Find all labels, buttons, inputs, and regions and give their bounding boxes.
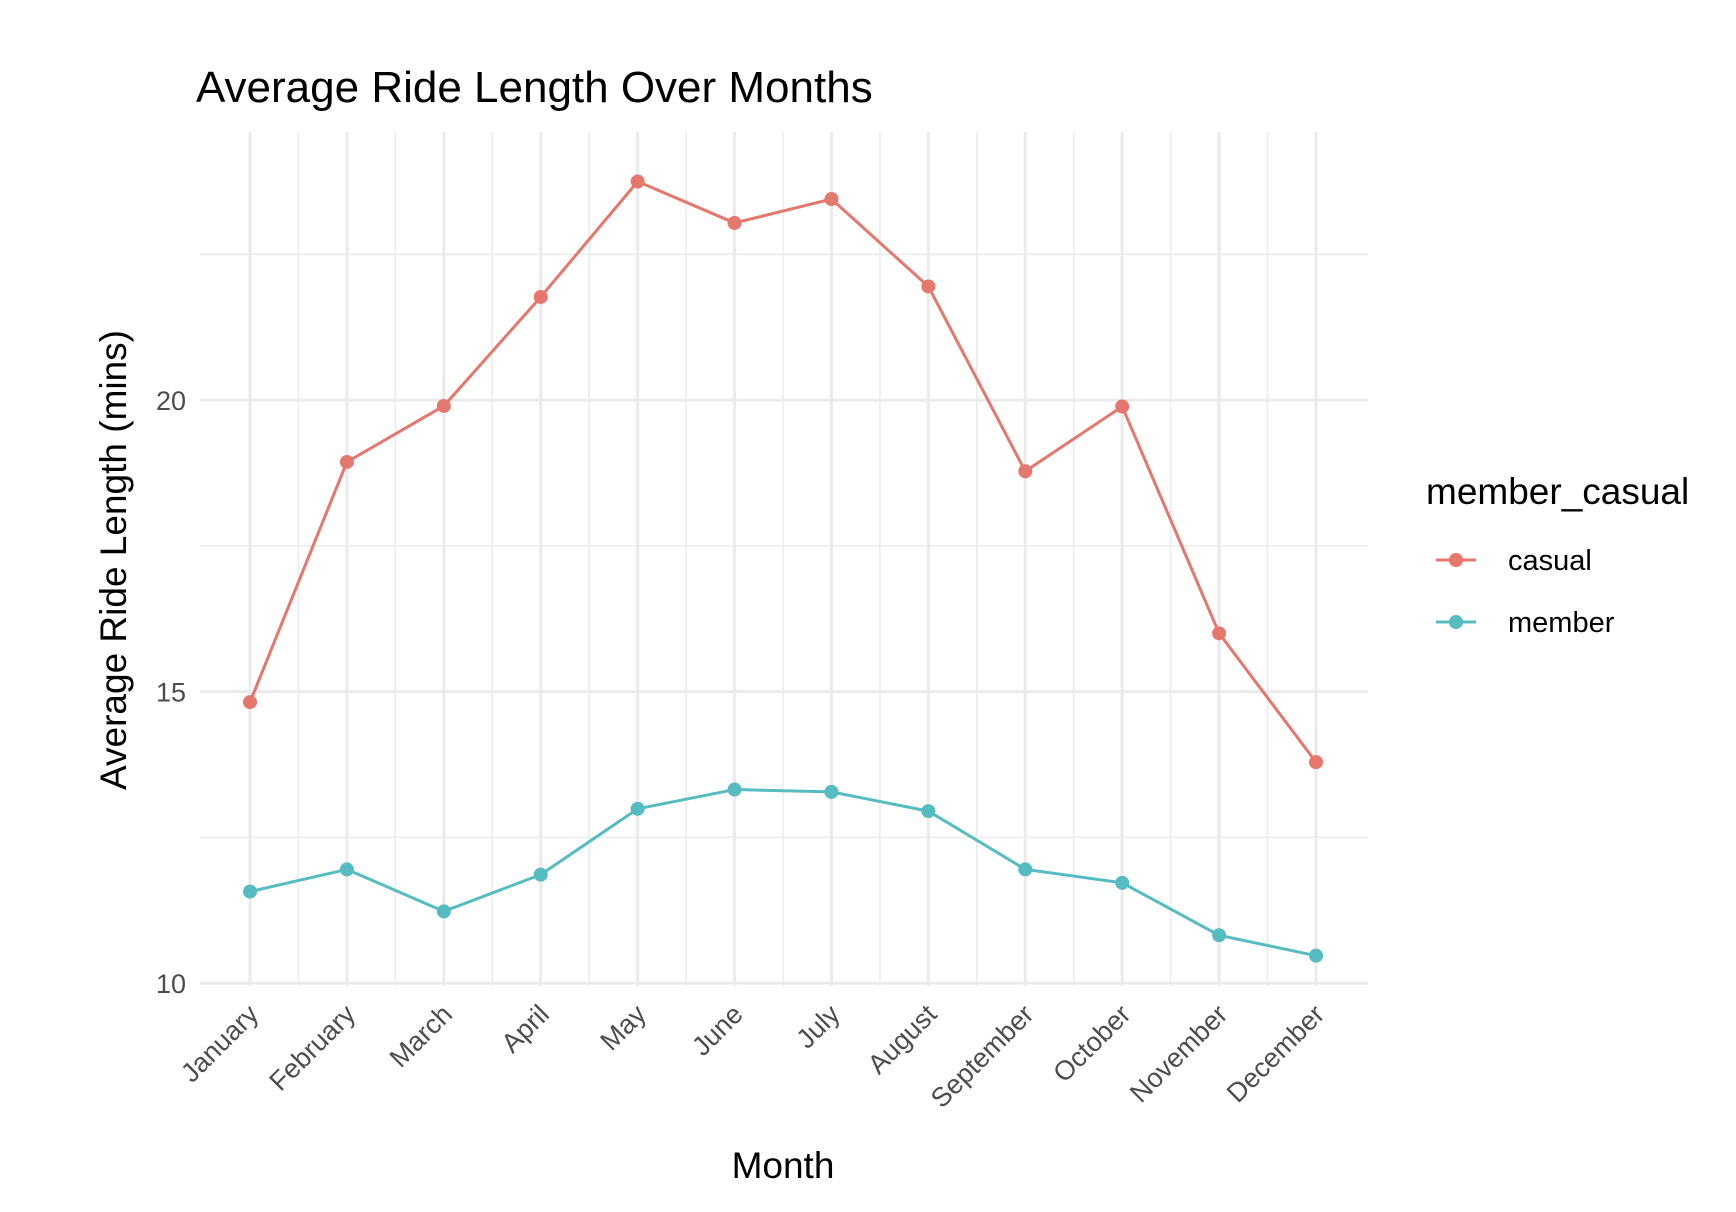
legend-key-point: [1449, 553, 1463, 567]
y-tick-label: 20: [156, 386, 186, 416]
legend-label: casual: [1508, 545, 1592, 577]
data-point-member: [533, 867, 548, 882]
data-point-casual: [339, 454, 354, 469]
x-axis-title: Month: [732, 1145, 835, 1186]
data-point-member: [1212, 928, 1227, 943]
series-member: [243, 782, 1323, 963]
data-point-member: [436, 904, 451, 919]
data-point-casual: [1018, 464, 1033, 479]
data-point-member: [824, 784, 839, 799]
data-point-casual: [921, 279, 936, 294]
data-point-casual: [533, 289, 548, 304]
data-point-member: [1115, 875, 1130, 890]
series-casual: [243, 174, 1323, 770]
legend-key-point: [1449, 615, 1463, 629]
legend-label: member: [1508, 607, 1615, 639]
data-point-casual: [1115, 399, 1130, 414]
data-point-casual: [1309, 755, 1323, 770]
legend-item-casual: casual: [1436, 545, 1592, 577]
y-tick-label: 10: [156, 969, 186, 999]
legend-title: member_casual: [1426, 471, 1689, 512]
data-point-casual: [824, 192, 839, 207]
legend: member_casual casual member: [1426, 471, 1689, 639]
data-point-member: [630, 801, 645, 816]
data-point-member: [727, 782, 742, 797]
data-point-member: [921, 804, 936, 819]
gridlines: [200, 132, 1368, 986]
data-point-member: [1309, 948, 1323, 963]
series-lines: [243, 174, 1323, 963]
y-axis-title: Average Ride Length (mins): [93, 330, 134, 790]
legend-item-member: member: [1436, 607, 1615, 639]
y-axis-ticks: 10 15 20: [156, 386, 186, 999]
data-point-member: [1018, 862, 1033, 877]
series-line-member: [249, 788, 1317, 958]
data-point-casual: [630, 174, 645, 189]
data-point-casual: [243, 695, 257, 710]
chart-title: Average Ride Length Over Months: [196, 63, 873, 112]
data-point-member: [243, 884, 257, 899]
data-point-casual: [1212, 626, 1227, 641]
y-tick-label: 15: [156, 678, 186, 708]
data-point-member: [339, 862, 354, 877]
series-line-casual: [248, 180, 1318, 764]
data-point-casual: [436, 398, 451, 413]
data-point-casual: [727, 215, 742, 230]
